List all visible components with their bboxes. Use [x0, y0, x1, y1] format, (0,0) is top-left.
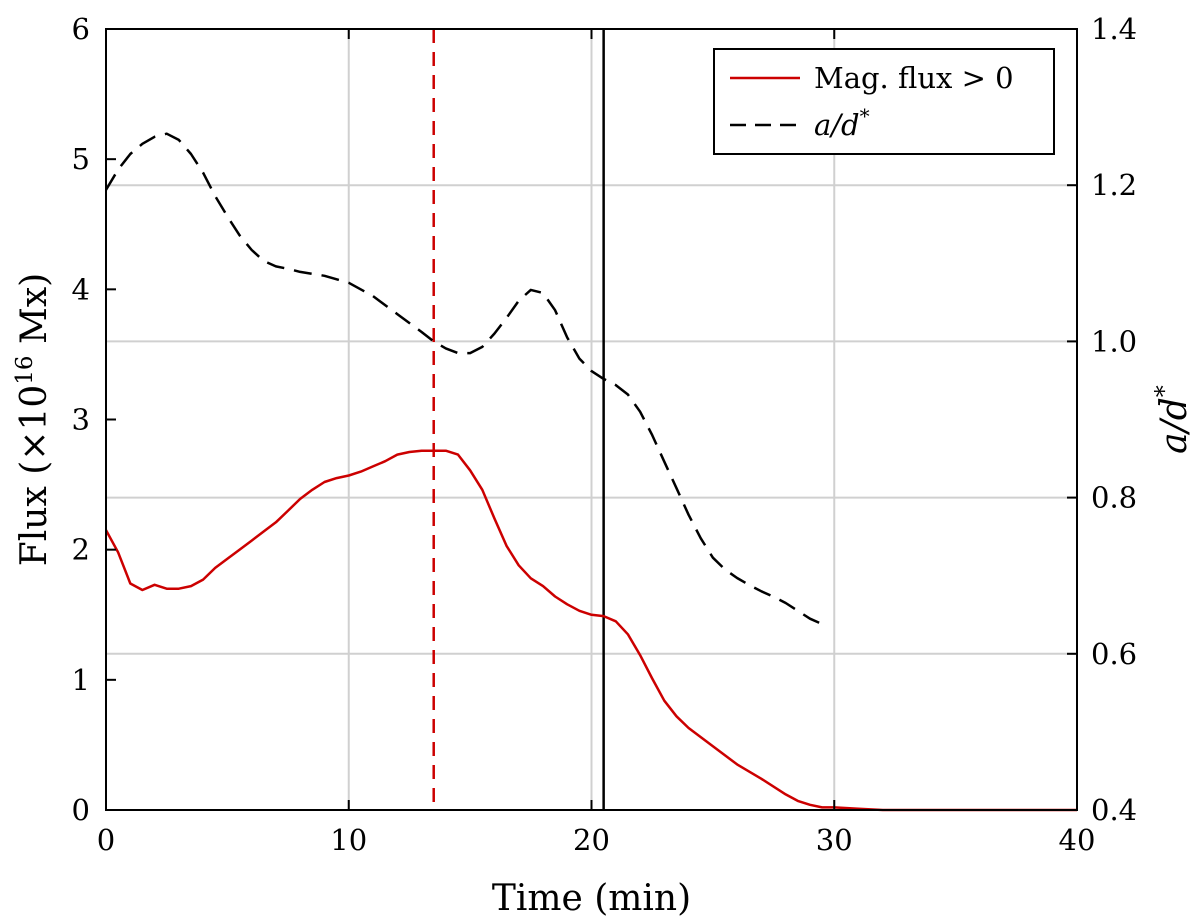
vertical-markers: [432, 29, 605, 810]
legend-label-mag-flux: Mag. flux > 0: [814, 61, 1014, 95]
y-axis-label-exponent: 16: [12, 355, 38, 384]
series-line-1: [104, 132, 823, 626]
y2-tick-label-0: 0.4: [1091, 793, 1137, 827]
y2-axis-label-main: a/d: [1154, 397, 1195, 454]
y-axis-label: Flux (×1016 Mx): [12, 273, 55, 566]
y2-tick-label-1: 0.6: [1091, 637, 1137, 671]
y2-tick-label-3: 1.0: [1091, 324, 1137, 358]
series-group: [104, 132, 1077, 812]
y2-axis-ticks: 0.4 0.6 0.8 1.0 1.2 1.4: [1067, 12, 1137, 827]
legend-label-ad-star: *: [860, 104, 870, 128]
x-axis-label: Time (min): [492, 878, 691, 917]
y-tick-label-6: 6: [72, 12, 90, 46]
x-tick-label-4: 40: [1059, 823, 1096, 857]
legend-label-ad: a/d*: [814, 104, 870, 142]
series-line-0: [104, 449, 1077, 812]
x-axis-ticks: 0 10 20 30 40: [97, 29, 1096, 857]
y2-axis-label: a/d*: [1150, 385, 1195, 454]
y-axis-label-base: Flux (×10: [14, 385, 55, 566]
y2-axis-label-star: *: [1150, 385, 1178, 397]
y-tick-label-5: 5: [72, 142, 90, 176]
y-axis-label-unit: Mx): [14, 273, 55, 356]
y2-tick-label-5: 1.4: [1091, 12, 1137, 46]
y2-tick-label-2: 0.8: [1091, 481, 1137, 515]
y-tick-label-3: 3: [72, 403, 90, 437]
x-tick-label-1: 10: [330, 823, 367, 857]
x-tick-label-2: 20: [573, 823, 610, 857]
x-tick-label-0: 0: [97, 823, 115, 857]
y-tick-label-1: 1: [72, 663, 90, 697]
y-axis-ticks: 0 1 2 3 4 5 6: [72, 12, 116, 827]
y-tick-label-0: 0: [72, 793, 90, 827]
legend-box: [713, 48, 1055, 155]
x-tick-label-3: 30: [816, 823, 853, 857]
y2-tick-label-4: 1.2: [1091, 168, 1137, 202]
y-tick-label-2: 2: [72, 533, 90, 567]
legend-label-ad-main: a/d: [814, 108, 860, 142]
y-tick-label-4: 4: [72, 272, 90, 306]
legend: Mag. flux > 0 a/d*: [713, 48, 1055, 155]
